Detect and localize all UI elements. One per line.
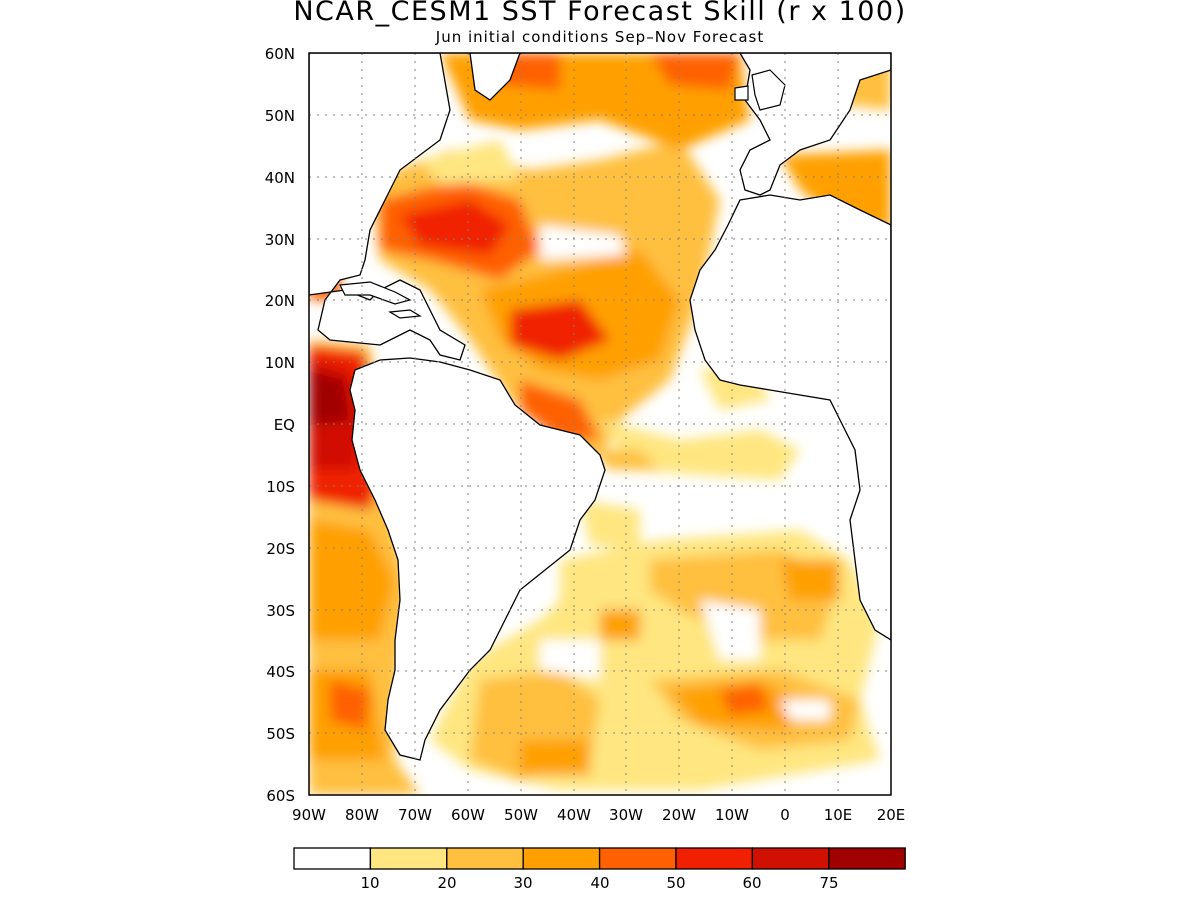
lat-label: 60N [265, 45, 295, 63]
lon-label: 20E [877, 806, 906, 824]
page-title: NCAR_CESM1 SST Forecast Skill (r x 100) [293, 0, 907, 27]
colorbar-swatch [522, 847, 601, 870]
lon-label: 90W [292, 806, 326, 824]
lat-labels: 60N 50N 40N 30N 20N 10N EQ 10S 20S 30S 4… [265, 45, 295, 805]
lat-label: 20N [265, 292, 295, 310]
colorbar-label: 50 [666, 874, 685, 892]
colorbar-label: 30 [513, 874, 532, 892]
colorbar-swatch [751, 847, 830, 870]
lat-label: 40N [265, 169, 295, 187]
colorbar-swatch [675, 847, 754, 870]
lon-label: 30W [609, 806, 643, 824]
colorbar-label: 75 [819, 874, 838, 892]
lat-label: 30S [266, 602, 295, 620]
lon-label: 0 [780, 806, 790, 824]
lat-label: 30N [265, 231, 295, 249]
lat-label: 20S [266, 540, 295, 558]
lon-label: 80W [345, 806, 379, 824]
lon-labels: 90W 80W 70W 60W 50W 40W 30W 20W 10W 0 10… [292, 806, 905, 824]
lat-label: 10N [265, 354, 295, 372]
land-mask [309, 53, 891, 761]
colorbar-label: 20 [437, 874, 456, 892]
lon-label: 20W [662, 806, 696, 824]
colorbar-label: 10 [360, 874, 379, 892]
lat-label: 40S [266, 663, 295, 681]
colorbar-label: 60 [742, 874, 761, 892]
colorbar-swatch [446, 847, 524, 870]
lon-label: 40W [557, 806, 591, 824]
lat-label: 50S [266, 725, 295, 743]
lon-label: 70W [398, 806, 432, 824]
map-frame [308, 52, 892, 796]
colorbar-labels: 10 20 30 40 50 60 75 [360, 874, 838, 892]
colorbar-label: 40 [590, 874, 609, 892]
lon-label: 60W [451, 806, 485, 824]
lat-label: 10S [266, 478, 295, 496]
lat-label: 50N [265, 107, 295, 125]
colorbar-swatch [828, 847, 906, 870]
lat-label: EQ [274, 416, 295, 434]
lon-label: 10W [715, 806, 749, 824]
lat-label: 60S [266, 787, 295, 805]
colorbar-swatch [598, 847, 677, 870]
colorbar-swatch [293, 847, 372, 870]
colorbar-swatch [369, 847, 448, 870]
lon-label: 10E [824, 806, 853, 824]
lon-label: 50W [504, 806, 538, 824]
colorbar [293, 847, 906, 870]
map-grid [309, 53, 891, 795]
page-subtitle: Jun initial conditions Sep–Nov Forecast [435, 28, 765, 46]
